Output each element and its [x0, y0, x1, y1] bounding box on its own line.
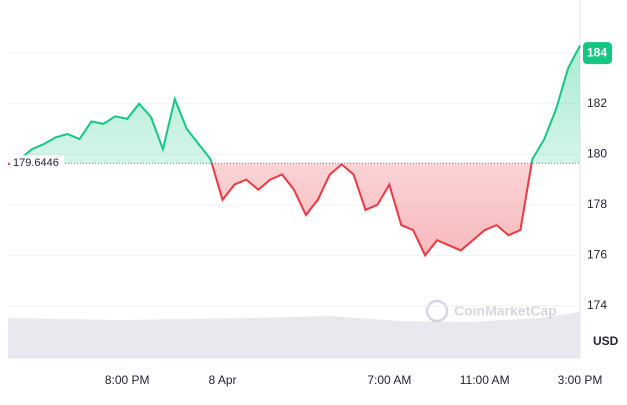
x-tick-label: 8 Apr — [208, 373, 236, 387]
line-down — [7, 163, 533, 258]
price-badge — [583, 42, 612, 65]
currency-label: USD — [593, 334, 619, 348]
line-up — [8, 45, 581, 164]
baseline-label-bg — [10, 155, 64, 172]
x-tick-label: 8:00 PM — [105, 373, 150, 387]
y-tick-label: 182 — [587, 96, 607, 110]
x-tick-label: 7:00 AM — [367, 373, 411, 387]
y-tick-label: 176 — [587, 248, 607, 262]
baseline-label: 179.6446 — [13, 157, 59, 169]
y-tick-label: 174 — [587, 298, 607, 312]
y-tick-label: 184 — [587, 45, 607, 59]
y-tick-label: 180 — [587, 146, 607, 160]
y-tick-label: 178 — [587, 197, 607, 211]
x-tick-label: 11:00 AM — [460, 373, 510, 387]
volume-band — [8, 312, 580, 358]
watermark-text: CoinMarketCap — [454, 303, 557, 319]
area-down — [8, 163, 532, 256]
area-up — [8, 45, 580, 164]
watermark: CoinMarketCap — [425, 299, 557, 323]
x-tick-label: 3:00 PM — [558, 373, 603, 387]
